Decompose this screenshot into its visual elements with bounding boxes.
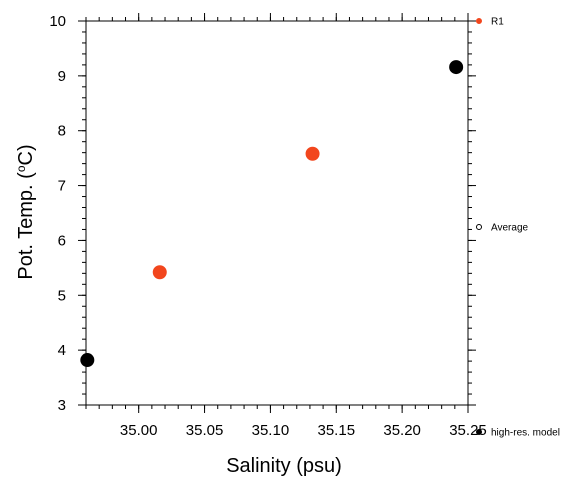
y-tick-label: 10 — [49, 13, 66, 30]
legend-marker — [476, 18, 482, 24]
y-tick-label: 6 — [58, 232, 66, 249]
plot-frame — [85, 20, 469, 406]
x-tick-label: 35.20 — [383, 422, 421, 439]
data-point — [152, 265, 167, 280]
data-points — [80, 60, 464, 368]
data-point — [80, 353, 95, 368]
y-tick-label: 8 — [58, 123, 66, 140]
y-axis-title-main: Pot. Temp. ( — [15, 172, 37, 280]
y-axis-title: Pot. Temp. (oC) — [14, 144, 37, 279]
legend-label: Average — [491, 223, 529, 234]
y-tick-label: 5 — [58, 287, 66, 304]
x-tick-label: 35.10 — [252, 422, 290, 439]
data-point — [305, 146, 320, 161]
data-point — [449, 60, 464, 75]
y-tick-label: 7 — [58, 178, 66, 195]
y-axis-title-tail: C) — [15, 144, 37, 165]
y-tick-label: 4 — [58, 342, 66, 359]
legend-label: R1 — [491, 17, 504, 28]
x-tick-labels: 35.00 35.05 35.10 35.15 35.20 35.25 — [120, 422, 487, 439]
legend-marker — [476, 224, 482, 230]
y-axis-title-superscript: o — [14, 165, 28, 172]
y-tick-label: 3 — [58, 397, 66, 414]
x-tick-label: 35.15 — [318, 422, 356, 439]
x-axis-title: Salinity (psu) — [226, 455, 342, 477]
y-tick-labels: 3 4 5 6 7 8 9 10 — [49, 13, 66, 414]
y-tick-label: 9 — [58, 68, 66, 85]
legend: R1 Average high-res. model — [476, 17, 560, 439]
x-tick-label: 35.00 — [120, 422, 158, 439]
major-ticks — [78, 13, 476, 413]
legend-label: high-res. model — [491, 428, 560, 439]
x-tick-label: 35.05 — [186, 422, 224, 439]
x-tick-label: 35.25 — [449, 422, 487, 439]
minor-ticks — [82, 17, 472, 409]
legend-marker — [476, 429, 482, 435]
